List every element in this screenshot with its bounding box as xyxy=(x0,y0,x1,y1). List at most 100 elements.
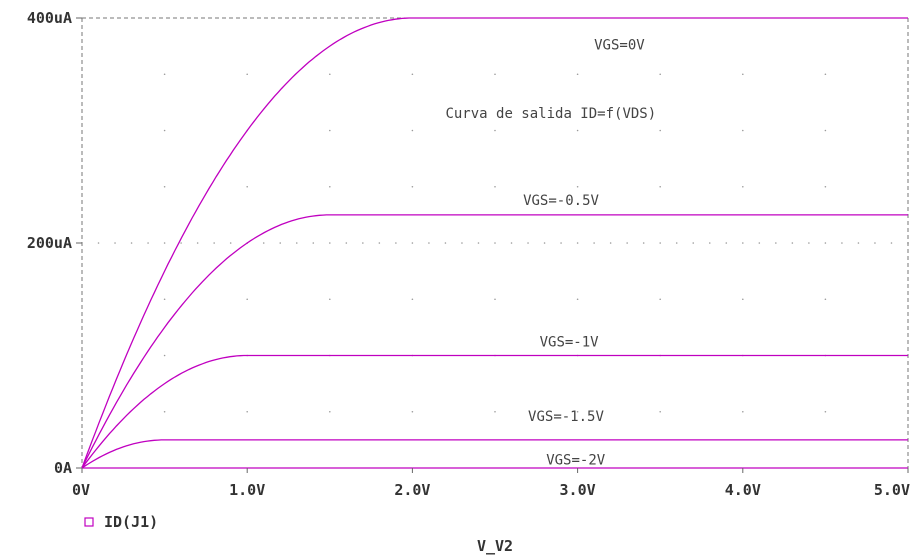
grid-dot xyxy=(874,242,876,244)
grid-dot xyxy=(593,242,595,244)
grid-dot xyxy=(642,242,645,244)
grid-dot xyxy=(312,242,315,244)
grid-dot xyxy=(229,242,232,244)
grid-dot xyxy=(576,73,579,76)
annotation-label: VGS=-1V xyxy=(540,335,600,351)
series-line xyxy=(81,354,908,469)
grid-dot xyxy=(576,185,579,188)
grid-dot xyxy=(841,242,843,244)
legend-marker xyxy=(84,517,94,527)
grid-dot xyxy=(758,242,761,244)
grid-dot xyxy=(411,410,414,413)
grid-dot xyxy=(411,242,414,244)
grid-dot xyxy=(824,129,827,132)
grid-dot xyxy=(824,242,827,244)
grid-dot xyxy=(163,185,166,188)
legend: ID(J1) xyxy=(84,513,158,531)
grid-dot xyxy=(180,242,182,244)
grid-dot xyxy=(494,73,496,76)
grid-dot xyxy=(560,242,562,244)
grid-dot xyxy=(675,242,678,244)
grid-dot xyxy=(510,242,513,244)
grid-dot xyxy=(279,242,282,244)
annotation-label: VGS=-0.5V xyxy=(523,193,599,209)
grid-dot xyxy=(329,73,331,76)
grid-dot xyxy=(97,242,100,244)
y-tick-label: 400uA xyxy=(27,9,72,27)
grid-dot xyxy=(329,129,331,132)
series-line xyxy=(81,439,908,469)
grid-dot xyxy=(857,242,860,244)
grid-dot xyxy=(147,242,149,244)
grid-dot xyxy=(362,242,364,244)
grid-dot xyxy=(576,242,579,244)
grid-dot xyxy=(824,298,827,301)
grid-dot xyxy=(742,298,744,301)
grid-dot xyxy=(659,410,661,413)
grid-dot xyxy=(411,298,414,301)
grid-dot xyxy=(775,242,777,244)
grid-dot xyxy=(295,242,298,244)
grid-dot xyxy=(692,242,695,244)
y-tick-label: 200uA xyxy=(27,234,72,252)
grid-dot xyxy=(163,354,166,357)
grid-dot xyxy=(411,185,414,188)
grid-dot xyxy=(824,185,827,188)
grid-dot xyxy=(477,242,480,244)
grid-dot xyxy=(494,298,496,301)
grid-dot xyxy=(262,242,265,244)
grid-dot xyxy=(130,242,133,244)
grid-dot xyxy=(742,73,744,76)
grid-dot xyxy=(378,242,381,244)
grid-dot xyxy=(494,129,496,132)
grid-dot xyxy=(494,410,496,413)
grid-dot xyxy=(411,73,414,76)
grid-dot xyxy=(329,242,331,244)
grid-dot xyxy=(543,242,546,244)
grid-dot xyxy=(626,242,628,244)
grid-dot xyxy=(659,73,661,76)
annotations: VGS=0V Curva de salida ID=f(VDS) VGS=-0.5V… xyxy=(445,38,656,469)
grid-dot xyxy=(163,410,166,413)
x-tick-label: 3.0V xyxy=(560,481,596,499)
grid-dot xyxy=(246,298,248,301)
grid-dot xyxy=(609,242,612,244)
grid-dot xyxy=(246,185,248,188)
grid-dot xyxy=(742,242,744,244)
grid-dot xyxy=(824,73,827,76)
grid-dot xyxy=(163,298,166,301)
x-tick-label: 4.0V xyxy=(725,481,761,499)
annotation-label: VGS=0V xyxy=(594,38,645,54)
grid-dot xyxy=(742,185,744,188)
grid-dot xyxy=(708,242,711,244)
grid-dot xyxy=(411,129,414,132)
grid-dot xyxy=(576,129,579,132)
grid-dot xyxy=(163,129,166,132)
x-tick-label: 5.0V xyxy=(874,481,910,499)
grid-dot xyxy=(246,410,248,413)
grid-dot xyxy=(576,298,579,301)
grid-dot xyxy=(890,242,893,244)
grid-dot xyxy=(428,242,430,244)
grid-dot xyxy=(329,298,331,301)
grid-dot xyxy=(213,242,215,244)
grid-dot xyxy=(114,242,116,244)
grid-dot xyxy=(494,242,496,244)
grid-dot xyxy=(659,298,661,301)
annotation-label: VGS=-2V xyxy=(546,453,606,469)
grid-dot xyxy=(527,242,529,244)
grid-dot xyxy=(725,242,728,244)
x-axis-title: V_V2 xyxy=(477,537,513,555)
series-group xyxy=(81,17,908,469)
grid-dot xyxy=(742,410,744,413)
grid-dot xyxy=(163,73,166,76)
grid-dot xyxy=(791,242,794,244)
grid-dot xyxy=(329,185,331,188)
x-tick-label: 1.0V xyxy=(229,481,265,499)
y-tick-label: 0A xyxy=(54,459,72,477)
grid-dot xyxy=(494,185,496,188)
tick-labels: 0V 1.0V 2.0V 3.0V 4.0V 5.0V 0A 200uA 400uA xyxy=(27,9,910,499)
grid-dot xyxy=(329,410,331,413)
x-tick-label: 0V xyxy=(72,481,90,499)
